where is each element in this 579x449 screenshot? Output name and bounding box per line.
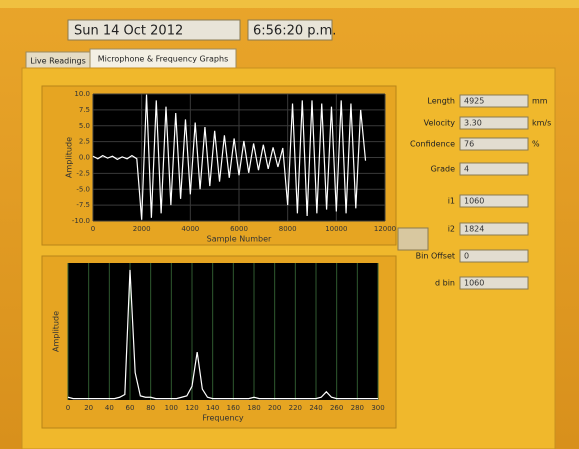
x-tick-label: 2000 — [133, 225, 151, 233]
x-tick-label: 20 — [84, 404, 93, 412]
field-unit: % — [532, 140, 540, 149]
x-axis-label: Frequency — [202, 414, 244, 423]
field-value: 76 — [464, 140, 474, 149]
y-tick-label: -2.5 — [76, 169, 90, 177]
x-tick-label: 60 — [126, 404, 135, 412]
x-tick-label: 140 — [206, 404, 219, 412]
field-value: 1060 — [464, 197, 484, 206]
x-tick-label: 300 — [371, 404, 384, 412]
x-tick-label: 0 — [66, 404, 70, 412]
field-value: 1824 — [464, 225, 484, 234]
x-tick-label: 0 — [91, 225, 95, 233]
field-label: i1 — [448, 197, 455, 206]
x-tick-label: 160 — [227, 404, 240, 412]
date: Sun 14 Oct 2012 — [74, 24, 183, 39]
y-tick-label: 0.0 — [79, 154, 90, 162]
field-label: Bin Offset — [416, 252, 455, 261]
x-tick-label: 4000 — [181, 225, 199, 233]
x-tick-label: 200 — [268, 404, 281, 412]
x-axis-label: Sample Number — [207, 235, 272, 244]
plot-area — [68, 263, 378, 400]
y-axis-label: Amplitude — [65, 137, 74, 178]
y-tick-label: 2.5 — [79, 138, 90, 146]
field-value: 4 — [464, 165, 469, 174]
x-tick-label: 120 — [185, 404, 198, 412]
y-tick-label: -5.0 — [76, 185, 90, 193]
y-tick-label: 10.0 — [74, 90, 90, 98]
field-label: Confidence — [410, 140, 455, 149]
field-box — [460, 163, 528, 175]
field-label: Grade — [431, 165, 455, 174]
field-value: 4925 — [464, 97, 484, 106]
field-label: Length — [427, 97, 455, 106]
field-unit: km/s — [532, 119, 551, 128]
x-tick-label: 180 — [247, 404, 260, 412]
field-value: 1060 — [464, 279, 484, 288]
time: 6:56:20 p.m. — [253, 24, 336, 39]
page: Sun 14 Oct 2012 6:56:20 p.m. Live Readin… — [0, 0, 579, 449]
top-strip — [0, 0, 579, 8]
x-tick-label: 80 — [146, 404, 155, 412]
x-tick-label: 8000 — [279, 225, 297, 233]
y-tick-label: 7.5 — [79, 106, 90, 114]
x-tick-label: 240 — [309, 404, 322, 412]
field-label: i2 — [448, 225, 455, 234]
field-label: d bin — [435, 279, 455, 288]
x-tick-label: 12000 — [374, 225, 396, 233]
x-tick-label: 10000 — [325, 225, 347, 233]
field-value: 0 — [464, 252, 469, 261]
x-tick-label: 280 — [351, 404, 364, 412]
field-unit: mm — [532, 97, 548, 106]
field-value: 3.30 — [464, 119, 482, 128]
x-tick-label: 220 — [289, 404, 302, 412]
graph-palette[interactable] — [398, 228, 428, 250]
tab-label: Microphone & Frequency Graphs — [98, 55, 228, 64]
y-axis-label: Amplitude — [52, 311, 61, 352]
y-tick-label: 5.0 — [79, 122, 90, 130]
tab-label: Live Readings — [30, 57, 86, 66]
field-label: Velocity — [424, 119, 456, 128]
field-box — [460, 250, 528, 262]
screen: Sun 14 Oct 2012 6:56:20 p.m. Live Readin… — [0, 0, 579, 449]
x-tick-label: 100 — [165, 404, 178, 412]
y-tick-label: -10.0 — [72, 217, 90, 225]
y-tick-label: -7.5 — [76, 201, 90, 209]
x-tick-label: 40 — [105, 404, 114, 412]
x-tick-label: 260 — [330, 404, 343, 412]
x-tick-label: 6000 — [230, 225, 248, 233]
